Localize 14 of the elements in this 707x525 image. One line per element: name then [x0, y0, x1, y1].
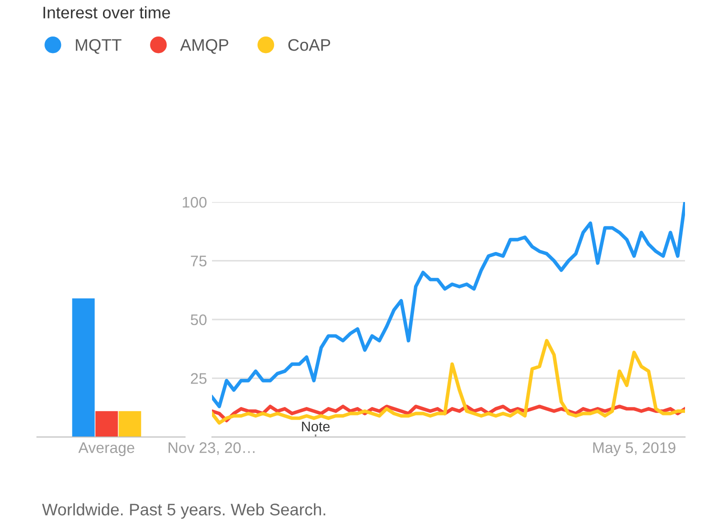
legend-label: MQTT [76, 39, 122, 54]
chart-title: Interest over time [44, 6, 170, 18]
y-tick-label: 75 [190, 256, 206, 266]
annotation: Note [302, 422, 330, 432]
y-tick-label: 50 [190, 314, 207, 326]
y-tick-label: 25 [190, 373, 206, 384]
legend-label: AMQP [180, 39, 228, 54]
x-tick-label: Average [78, 442, 134, 456]
x-tick-label: May 5, 2019 [593, 442, 676, 456]
text: Worldwide. Past 5 years. Web Search. [42, 503, 326, 519]
y-tick-label: 100 [182, 196, 207, 208]
line-series [212, 202, 685, 408]
x-tick-label: Nov 23, 20… [168, 442, 255, 455]
legend-label: CoAP [288, 39, 330, 51]
